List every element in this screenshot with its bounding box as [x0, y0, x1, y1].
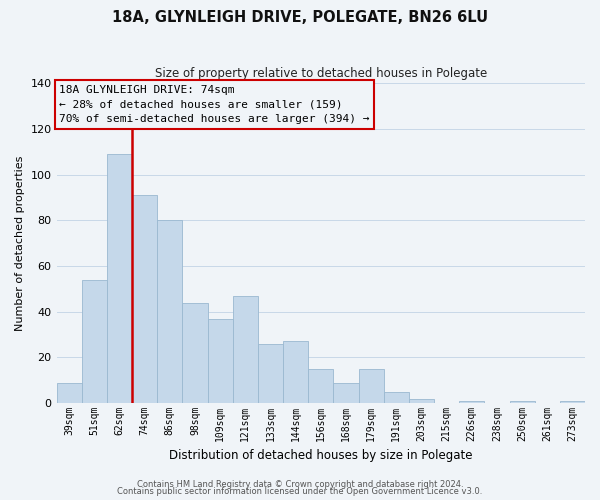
Bar [56, 382, 82, 403]
Text: 18A GLYNLEIGH DRIVE: 74sqm
← 28% of detached houses are smaller (159)
70% of sem: 18A GLYNLEIGH DRIVE: 74sqm ← 28% of deta… [59, 84, 370, 124]
Bar [182, 302, 208, 403]
Bar [334, 382, 359, 403]
Bar [132, 195, 157, 403]
Bar [308, 369, 334, 403]
Bar [283, 342, 308, 403]
Bar [359, 369, 383, 403]
Bar [208, 318, 233, 403]
Bar [560, 401, 585, 403]
Text: Contains public sector information licensed under the Open Government Licence v3: Contains public sector information licen… [118, 487, 482, 496]
Text: Contains HM Land Registry data © Crown copyright and database right 2024.: Contains HM Land Registry data © Crown c… [137, 480, 463, 489]
Bar [409, 398, 434, 403]
Y-axis label: Number of detached properties: Number of detached properties [15, 156, 25, 331]
Text: 18A, GLYNLEIGH DRIVE, POLEGATE, BN26 6LU: 18A, GLYNLEIGH DRIVE, POLEGATE, BN26 6LU [112, 10, 488, 25]
Title: Size of property relative to detached houses in Polegate: Size of property relative to detached ho… [155, 68, 487, 80]
Bar [383, 392, 409, 403]
Bar [258, 344, 283, 403]
X-axis label: Distribution of detached houses by size in Polegate: Distribution of detached houses by size … [169, 450, 473, 462]
Bar [459, 401, 484, 403]
Bar [233, 296, 258, 403]
Bar [82, 280, 107, 403]
Bar [509, 401, 535, 403]
Bar [157, 220, 182, 403]
Bar [107, 154, 132, 403]
